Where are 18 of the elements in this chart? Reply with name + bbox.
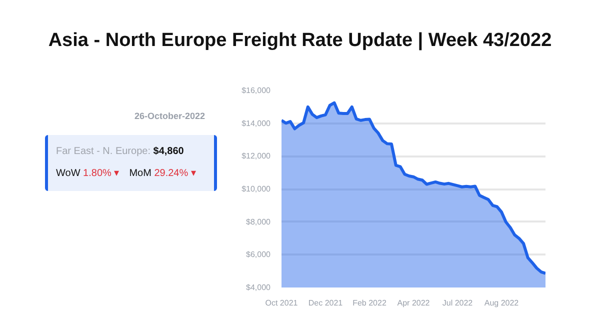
x-tick-label: Oct 2021 <box>265 298 298 308</box>
y-tick-label: $8,000 <box>246 217 272 226</box>
y-tick-label: $10,000 <box>242 184 272 194</box>
y-tick-label: $4,000 <box>246 283 272 292</box>
y-tick-label: $12,000 <box>242 152 272 161</box>
x-tick-label: Feb 2022 <box>352 298 387 308</box>
y-tick-label: $6,000 <box>246 250 272 260</box>
y-tick-label: $14,000 <box>242 118 272 128</box>
x-tick-label: Jul 2022 <box>442 298 474 308</box>
x-tick-label: Dec 2021 <box>308 298 344 308</box>
y-tick-label: $16,000 <box>242 86 272 95</box>
text: Far East - N. Europe: $4,860 <box>56 146 184 157</box>
text: WoW 1.80% ▾ <box>56 168 120 180</box>
chart-title: Asia - North Europe Freight Rate Update | Week 43/2022 <box>48 29 552 53</box>
text: 26-October-2022 <box>133 110 205 123</box>
x-tick-label: Apr 2022 <box>397 298 430 308</box>
x-tick-label: Aug 2022 <box>484 298 520 308</box>
text: MoM 29.24% ▾ <box>129 168 196 180</box>
